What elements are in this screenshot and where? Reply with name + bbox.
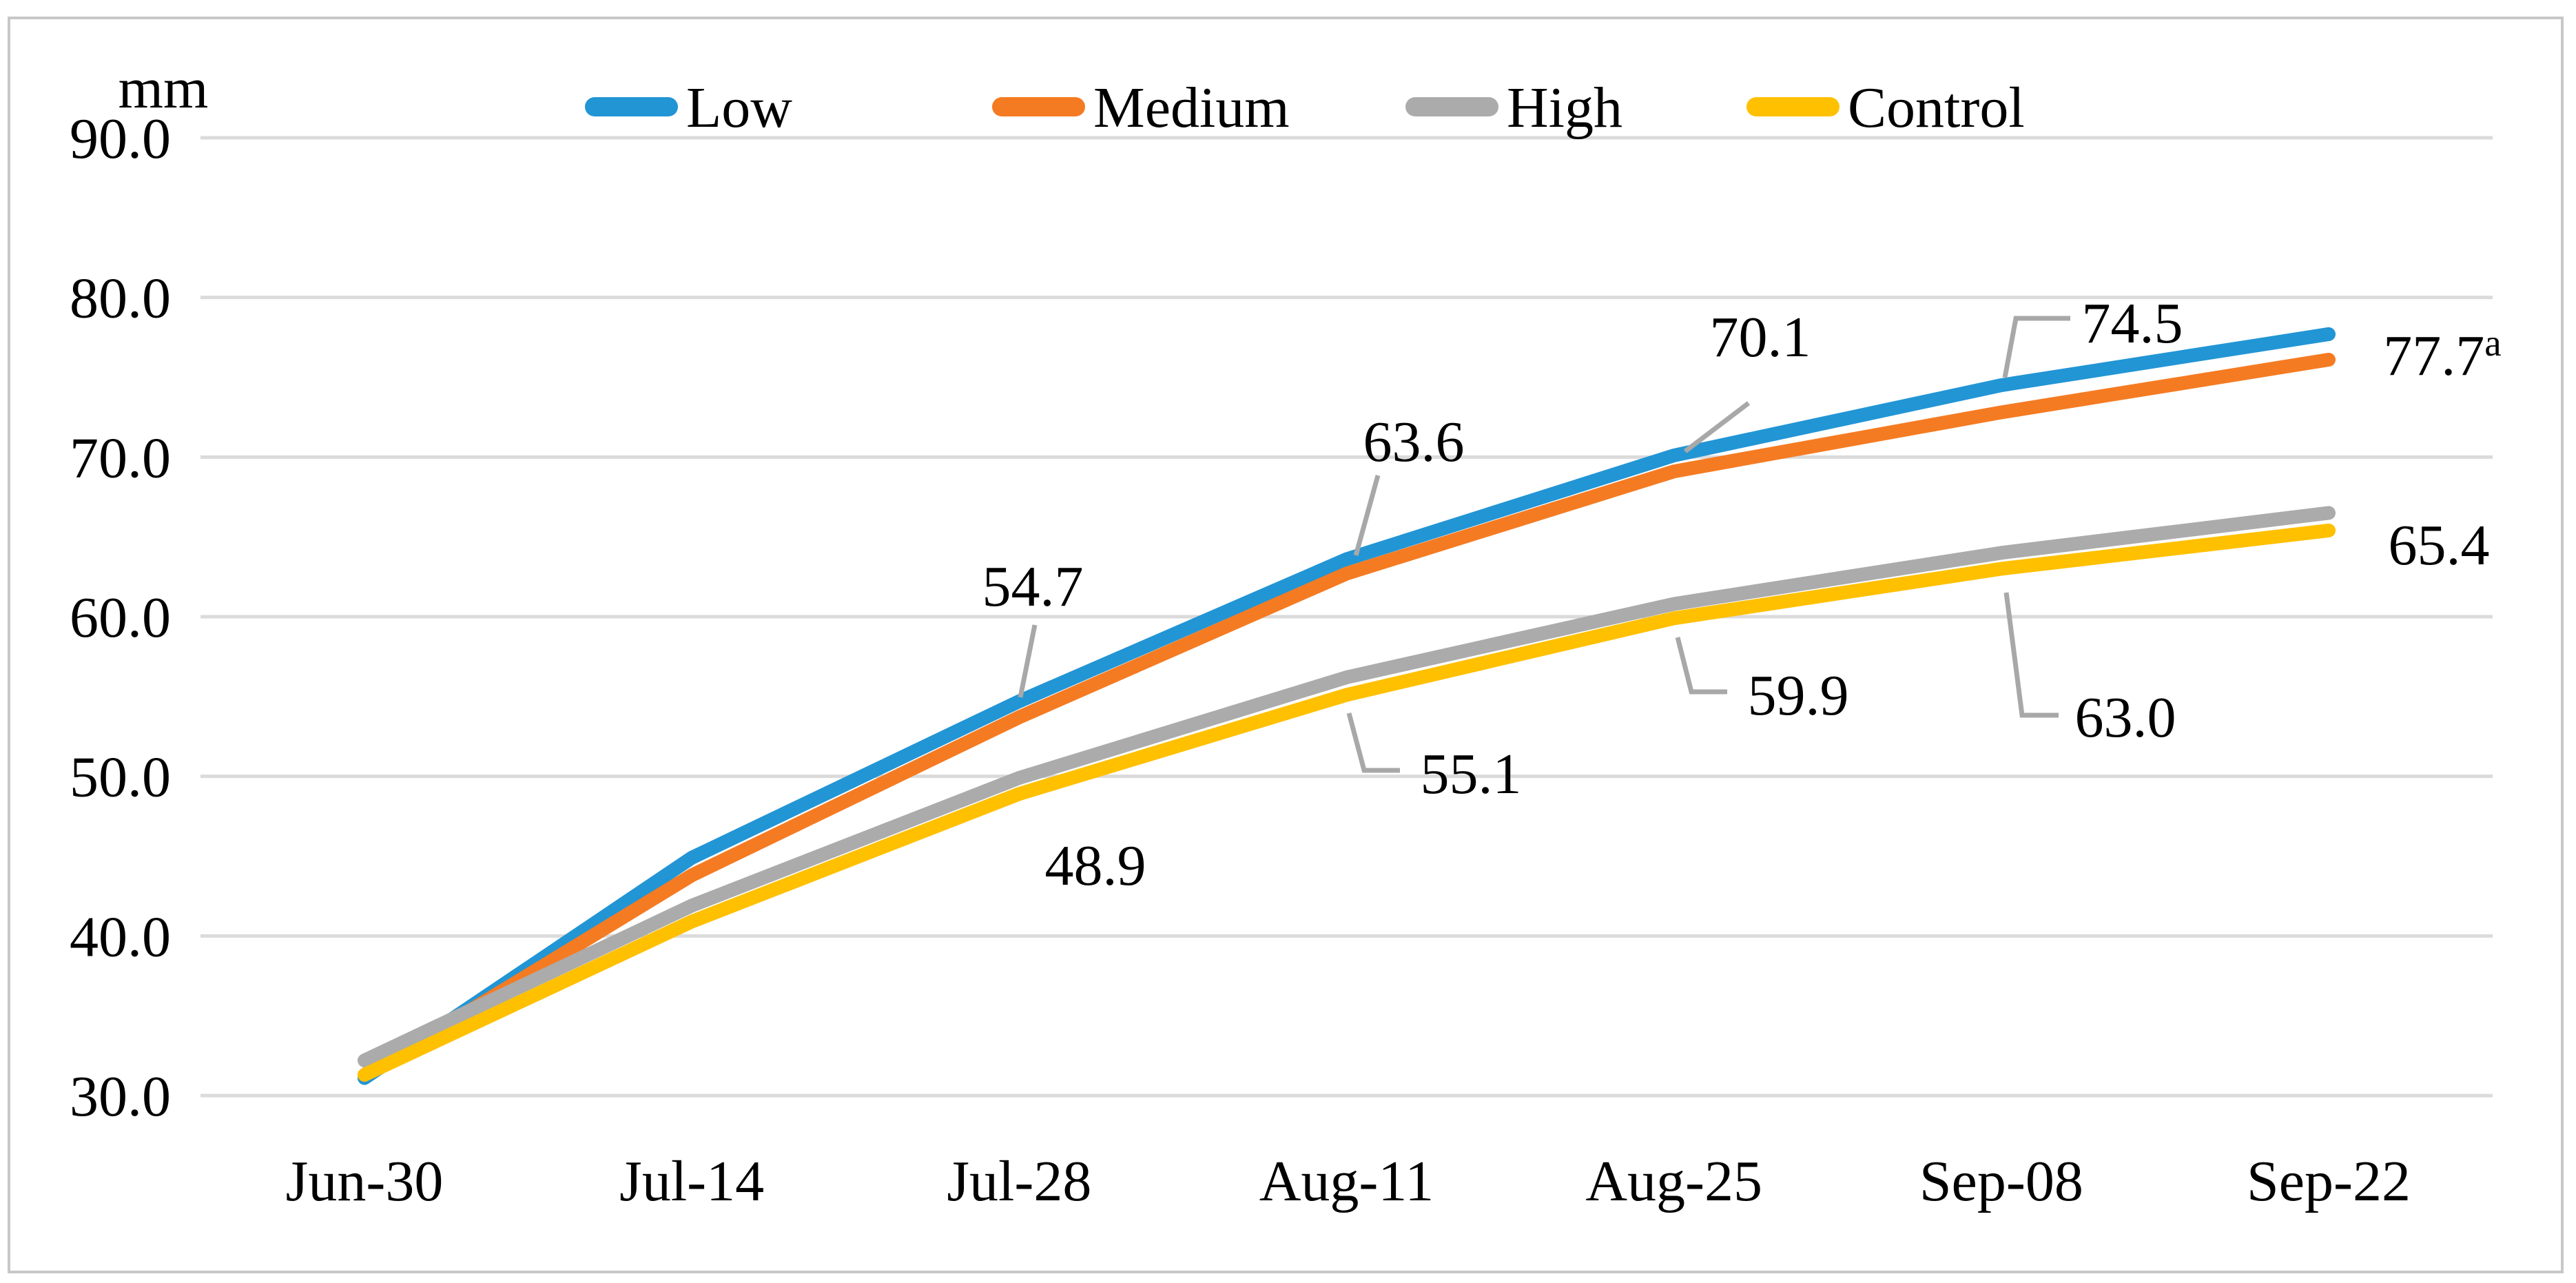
x-tick-label-Aug-25: Aug-25 bbox=[1585, 1149, 1762, 1213]
data-label-leader-control-Sep-08 bbox=[2003, 592, 2059, 718]
y-tick-label-40.0: 40.0 bbox=[70, 905, 171, 969]
legend-swatch-low bbox=[585, 97, 678, 116]
x-tick-label-Sep-08: Sep-08 bbox=[1919, 1149, 2083, 1213]
data-label-leader-low-Sep-08 bbox=[2002, 316, 2070, 378]
chart-border bbox=[8, 17, 2564, 1273]
legend-label-medium: Medium bbox=[1093, 76, 1290, 140]
legend-swatch-medium bbox=[992, 97, 1085, 116]
y-tick-label-30.0: 30.0 bbox=[70, 1065, 171, 1129]
data-label-leader-low-Aug-25 bbox=[1683, 401, 1751, 453]
series-line-low bbox=[358, 327, 2336, 1085]
data-label-control-Jul-28: 48.9 bbox=[1045, 834, 1146, 898]
data-label-low-Jul-28: 54.7 bbox=[982, 555, 1084, 619]
series-line-control bbox=[358, 523, 2336, 1082]
data-label-control-Aug-25: 59.9 bbox=[1748, 664, 1849, 728]
x-tick-label-Jul-14: Jul-14 bbox=[619, 1149, 764, 1213]
y-axis-unit-label: mm bbox=[119, 57, 209, 121]
y-tick-label-60.0: 60.0 bbox=[70, 586, 171, 650]
data-label-control-Sep-22: 65.4 bbox=[2389, 513, 2490, 577]
data-label-leader-low-Aug-11 bbox=[1353, 475, 1381, 556]
legend-swatch-control bbox=[1746, 97, 1840, 116]
series-line-medium bbox=[358, 353, 2336, 1082]
data-label-low-Sep-22: 77.7a bbox=[2383, 322, 2501, 388]
data-label-low-Sep-08: 74.5 bbox=[2082, 291, 2183, 356]
data-label-leader-low-Jul-28 bbox=[1018, 624, 1038, 698]
data-label-control-Aug-11: 55.1 bbox=[1421, 742, 1522, 806]
y-tick-label-70.0: 70.0 bbox=[70, 426, 171, 490]
series-line-high bbox=[358, 506, 2336, 1068]
data-label-leader-control-Aug-25 bbox=[1675, 637, 1727, 695]
x-tick-label-Sep-22: Sep-22 bbox=[2247, 1149, 2411, 1213]
data-label-leader-control-Aug-11 bbox=[1346, 712, 1400, 773]
y-tick-label-80.0: 80.0 bbox=[70, 267, 171, 331]
legend-label-low: Low bbox=[686, 76, 792, 140]
x-tick-label-Jun-30: Jun-30 bbox=[286, 1149, 444, 1213]
data-label-low-Aug-25: 70.1 bbox=[1710, 305, 1811, 369]
legend-label-high: High bbox=[1507, 76, 1622, 140]
y-tick-label-50.0: 50.0 bbox=[70, 746, 171, 810]
x-tick-label-Aug-11: Aug-11 bbox=[1259, 1149, 1434, 1213]
legend-label-control: Control bbox=[1848, 76, 2025, 140]
data-label-low-Aug-11: 63.6 bbox=[1363, 410, 1465, 474]
legend-swatch-high bbox=[1405, 97, 1498, 116]
x-tick-label-Jul-28: Jul-28 bbox=[947, 1149, 1091, 1213]
data-label-control-Sep-08: 63.0 bbox=[2075, 686, 2176, 750]
y-tick-label-90.0: 90.0 bbox=[70, 107, 171, 171]
